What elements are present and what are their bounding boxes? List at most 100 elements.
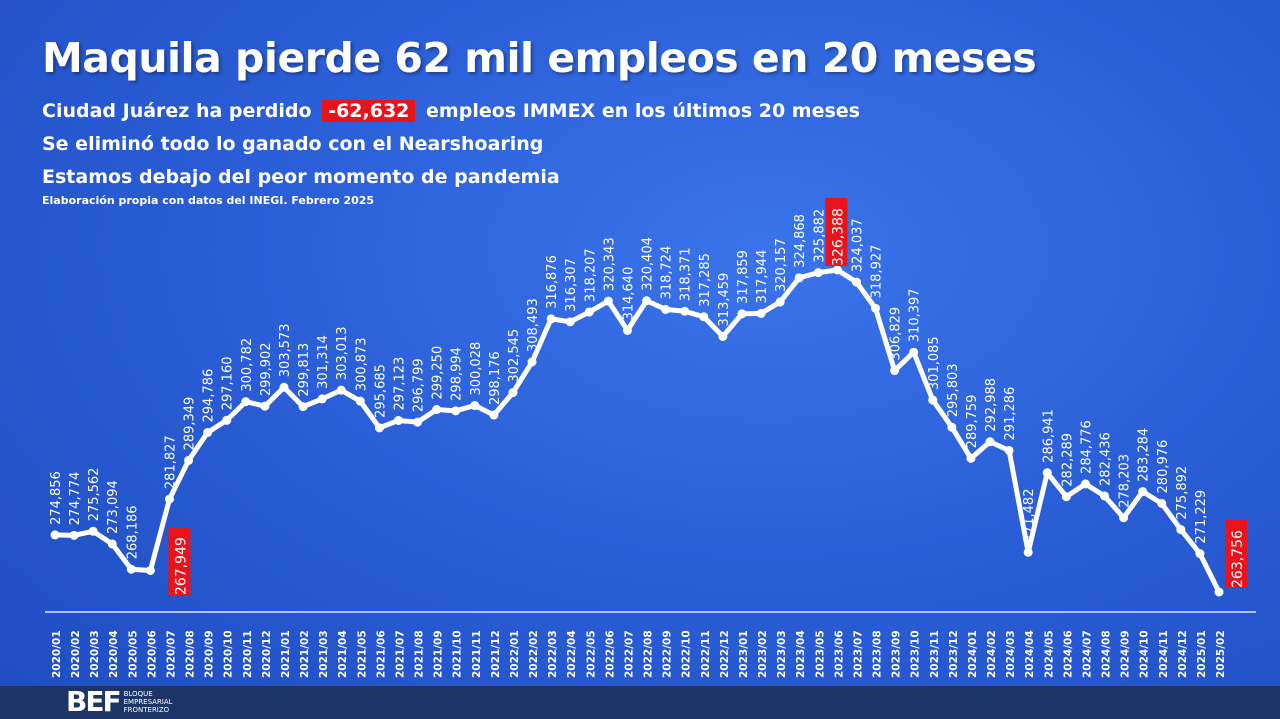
data-label: 308,493 (526, 298, 541, 352)
data-label: 303,573 (278, 324, 293, 378)
data-label: 302,545 (507, 329, 522, 383)
x-tick-label: 2024/01 (967, 630, 979, 678)
data-point (851, 277, 861, 287)
x-tick-label: 2024/09 (1120, 630, 1132, 678)
x-tick-label: 2021/02 (299, 630, 311, 678)
data-point (565, 317, 575, 327)
page-title: Maquila pierde 62 mil empleos en 20 mese… (42, 34, 1037, 82)
x-tick-label: 2021/04 (337, 630, 349, 678)
x-tick-label: 2023/09 (891, 630, 903, 678)
x-tick-label: 2023/12 (948, 630, 960, 678)
data-point (470, 401, 480, 411)
data-label: 306,829 (889, 307, 904, 361)
x-tick-label: 2024/06 (1062, 630, 1074, 678)
data-label: 301,314 (316, 335, 331, 389)
x-tick-label: 2022/11 (700, 630, 712, 678)
loss-highlight: -62,632 (322, 100, 416, 122)
data-point (145, 565, 155, 575)
subtitle-line-1: Ciudad Juárez ha perdido -62,632 empleos… (42, 100, 860, 122)
x-tick-label: 2022/08 (643, 630, 655, 678)
x-tick-label: 2021/05 (356, 630, 368, 678)
subtitle-line-2: Se eliminó todo lo ganado con el Nearsho… (42, 133, 544, 155)
x-tick-label: 2025/01 (1196, 630, 1208, 678)
data-point (794, 273, 804, 283)
x-tick-label: 2021/08 (414, 630, 426, 678)
bef-logo: BEF BLOQUE EMPRESARIAL FRONTERIZO (66, 688, 173, 716)
data-label: 271,229 (1194, 490, 1209, 544)
data-point (336, 385, 346, 395)
data-label: 301,085 (927, 336, 942, 390)
x-tick-label: 2023/10 (910, 630, 922, 678)
data-point (832, 265, 842, 275)
data-label: 299,813 (297, 343, 312, 397)
data-point (890, 366, 900, 376)
data-point (317, 394, 327, 404)
data-point (985, 437, 995, 447)
x-tick-label: 2022/03 (547, 630, 559, 678)
data-label: 317,859 (736, 250, 751, 304)
x-tick-label: 2020/03 (89, 630, 101, 678)
data-label: 324,037 (850, 218, 865, 272)
highlight-box (168, 527, 191, 595)
data-point (584, 307, 594, 317)
x-tick-label: 2024/05 (1043, 630, 1055, 678)
data-label: 298,994 (450, 347, 465, 401)
data-label: 318,724 (660, 246, 675, 300)
data-point (1042, 468, 1052, 478)
x-tick-label: 2020/09 (204, 630, 216, 678)
data-point (107, 539, 117, 549)
data-label: 314,640 (621, 267, 636, 321)
data-point (184, 455, 194, 465)
data-label: 268,186 (125, 505, 140, 559)
data-label: 296,799 (412, 358, 427, 412)
data-label: 325,882 (812, 209, 827, 263)
data-point (928, 395, 938, 405)
data-point (909, 347, 919, 357)
subtitle-line-3: Estamos debajo del peor momento de pande… (42, 166, 560, 188)
x-tick-label: 2021/11 (471, 630, 483, 678)
data-label: 294,786 (202, 369, 217, 423)
x-tick-label: 2020/11 (242, 630, 254, 678)
x-tick-label: 2021/12 (490, 630, 502, 678)
x-tick-label: 2021/07 (394, 630, 406, 678)
data-label: 295,803 (946, 363, 961, 417)
data-point (298, 402, 308, 412)
data-label: 275,562 (87, 468, 102, 522)
data-label: 286,941 (1041, 409, 1056, 463)
x-tick-label: 2020/07 (165, 630, 177, 678)
data-label: 273,094 (106, 480, 121, 534)
data-point (374, 423, 384, 433)
data-point (413, 417, 423, 427)
data-point (1214, 587, 1224, 597)
data-label: 298,176 (488, 351, 503, 405)
x-tick-label: 2021/01 (280, 630, 292, 678)
x-tick-label: 2023/08 (872, 630, 884, 678)
data-label: 292,988 (984, 378, 999, 432)
data-label: 299,902 (259, 342, 274, 396)
data-label: 295,685 (373, 364, 388, 418)
data-label: 280,976 (1156, 440, 1171, 494)
highlight-box (825, 198, 848, 266)
data-point (642, 296, 652, 306)
data-label: 300,028 (469, 342, 484, 396)
data-label: 300,782 (240, 338, 255, 392)
x-tick-label: 2025/02 (1215, 630, 1227, 678)
x-tick-label: 2023/11 (929, 630, 941, 678)
x-tick-label: 2024/04 (1024, 630, 1036, 678)
data-point (222, 415, 232, 425)
data-point (508, 388, 518, 398)
data-point (203, 427, 213, 437)
data-point (603, 296, 613, 306)
data-point (622, 325, 632, 335)
footer-bar (0, 686, 1280, 719)
data-label: 282,436 (1099, 432, 1114, 486)
data-label: 271,482 (1022, 489, 1037, 543)
data-point (1061, 492, 1071, 502)
x-tick-label: 2022/10 (681, 630, 693, 678)
data-label: 317,944 (755, 250, 770, 304)
data-point (393, 415, 403, 425)
x-tick-label: 2022/02 (528, 630, 540, 678)
data-label: 263,756 (1230, 530, 1246, 588)
data-point (947, 422, 957, 432)
